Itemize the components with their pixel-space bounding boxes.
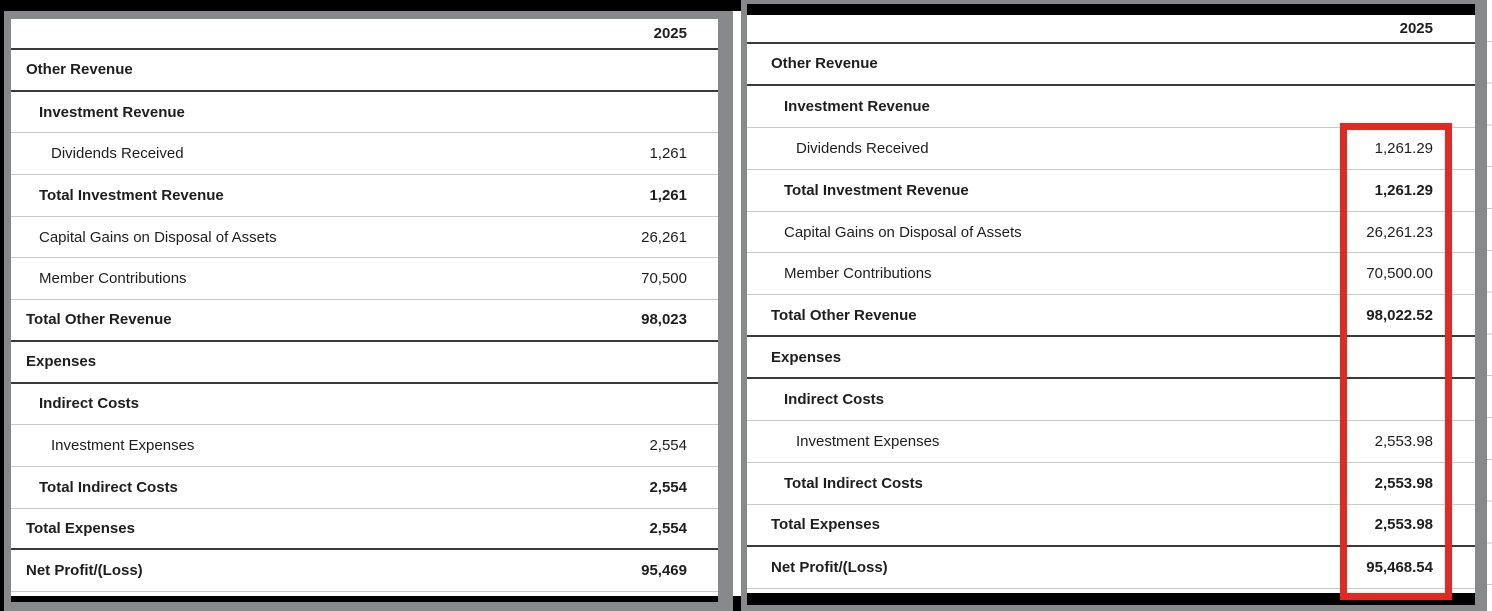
spreadsheet-gridline-strip (1487, 0, 1492, 611)
year-label: 2025 (1399, 20, 1433, 37)
row-label: Expenses (771, 348, 842, 366)
year-label: 2025 (653, 25, 687, 42)
row-label: Investment Revenue (784, 97, 930, 115)
row-label: Total Indirect Costs (39, 478, 178, 496)
table-row: Investment Revenue (747, 86, 1475, 128)
table-rows: Other Revenue Investment Revenue Dividends… (747, 44, 1475, 589)
row-value: 95,469 (641, 562, 687, 580)
pl-table-rounded: 2025 Other Revenue Investment Revenue Divi… (11, 19, 718, 592)
table-row: Indirect Costs (747, 379, 1475, 422)
row-value: 26,261.23 (1366, 223, 1433, 241)
row-label: Capital Gains on Disposal of Assets (39, 228, 277, 246)
pl-table-decimals: 2025 Other Revenue Investment Revenue Divi… (747, 15, 1475, 589)
table-row: Expenses (11, 342, 718, 384)
row-value: 2,553.98 (1374, 432, 1433, 450)
table-row: Net Profit/(Loss) 95,469 (11, 550, 718, 592)
table-rows: Other Revenue Investment Revenue Dividends… (11, 50, 718, 592)
row-label: Total Investment Revenue (784, 181, 969, 199)
report-screenshot-rounded: 2025 Other Revenue Investment Revenue Divi… (4, 11, 733, 611)
table-row: Member Contributions 70,500.00 (747, 253, 1475, 296)
table-row: Investment Expenses 2,554 (11, 425, 718, 467)
row-value: 2,554 (649, 478, 687, 496)
year-header-row: 2025 (11, 19, 718, 50)
row-label: Total Other Revenue (26, 311, 172, 329)
table-row: Total Expenses 2,553.98 (747, 505, 1475, 547)
table-row: Member Contributions 70,500 (11, 258, 718, 301)
row-label: Total Expenses (26, 519, 135, 537)
row-value: 2,554 (649, 519, 687, 537)
row-value: 70,500.00 (1366, 265, 1433, 283)
row-label: Dividends Received (796, 139, 929, 157)
row-label: Dividends Received (51, 145, 184, 163)
row-label: Other Revenue (26, 61, 133, 79)
row-value: 1,261.29 (1374, 181, 1433, 199)
table-row: Capital Gains on Disposal of Assets 26,26… (747, 212, 1475, 254)
row-label: Investment Revenue (39, 103, 185, 121)
table-row: Expenses (747, 337, 1475, 380)
table-row: Total Indirect Costs 2,553.98 (747, 463, 1475, 505)
row-label: Investment Expenses (51, 437, 195, 455)
row-label: Total Expenses (771, 516, 880, 534)
screenshot-bottom-bar (11, 596, 718, 602)
table-row: Total Other Revenue 98,022.52 (747, 295, 1475, 338)
row-value: 98,022.52 (1366, 306, 1433, 324)
year-header-row: 2025 (747, 15, 1475, 44)
table-row: Capital Gains on Disposal of Assets 26,26… (11, 217, 718, 259)
row-value: 1,261 (649, 145, 687, 163)
row-label: Capital Gains on Disposal of Assets (784, 223, 1022, 241)
table-row: Total Indirect Costs 2,554 (11, 467, 718, 509)
row-value: 98,023 (641, 311, 687, 329)
table-row: Total Expenses 2,554 (11, 509, 718, 551)
row-value: 2,553.98 (1374, 516, 1433, 534)
row-value: 2,553.98 (1374, 474, 1433, 492)
row-label: Investment Expenses (796, 432, 940, 450)
row-label: Total Investment Revenue (39, 186, 224, 204)
table-row: Other Revenue (11, 50, 718, 92)
report-rounded-frame-inner: 2025 Other Revenue Investment Revenue Divi… (11, 19, 718, 602)
table-row: Dividends Received 1,261 (11, 133, 718, 176)
row-value: 26,261 (641, 228, 687, 246)
row-label: Other Revenue (771, 55, 878, 73)
table-row: Other Revenue (747, 44, 1475, 86)
row-value: 70,500 (641, 270, 687, 288)
row-value: 2,554 (649, 437, 687, 455)
row-label: Indirect Costs (784, 391, 885, 409)
report-screenshot-decimals: 2025 Other Revenue Investment Revenue Divi… (741, 0, 1487, 611)
table-row: Dividends Received 1,261.29 (747, 128, 1475, 170)
row-label: Total Indirect Costs (784, 474, 923, 492)
row-label: Member Contributions (39, 270, 187, 288)
screenshot-top-bar (747, 4, 1475, 15)
row-label: Indirect Costs (39, 395, 140, 413)
row-label: Net Profit/(Loss) (26, 562, 143, 580)
row-label: Member Contributions (784, 265, 932, 283)
table-row: Total Other Revenue 98,023 (11, 300, 718, 342)
row-value: 1,261 (649, 186, 687, 204)
table-row: Indirect Costs (11, 384, 718, 426)
row-label: Net Profit/(Loss) (771, 558, 888, 576)
screenshot-bottom-bar (747, 593, 1475, 605)
row-label: Expenses (26, 353, 97, 371)
row-value: 1,261.29 (1374, 139, 1433, 157)
left-edge-black-strip (0, 0, 4, 611)
table-row: Total Investment Revenue 1,261 (11, 175, 718, 217)
report-decimals-frame-inner: 2025 Other Revenue Investment Revenue Divi… (747, 4, 1475, 605)
row-value: 95,468.54 (1366, 558, 1433, 576)
table-row: Total Investment Revenue 1,261.29 (747, 170, 1475, 212)
table-row: Net Profit/(Loss) 95,468.54 (747, 547, 1475, 589)
row-label: Total Other Revenue (771, 306, 917, 324)
table-row: Investment Revenue (11, 92, 718, 134)
table-row: Investment Expenses 2,553.98 (747, 421, 1475, 463)
